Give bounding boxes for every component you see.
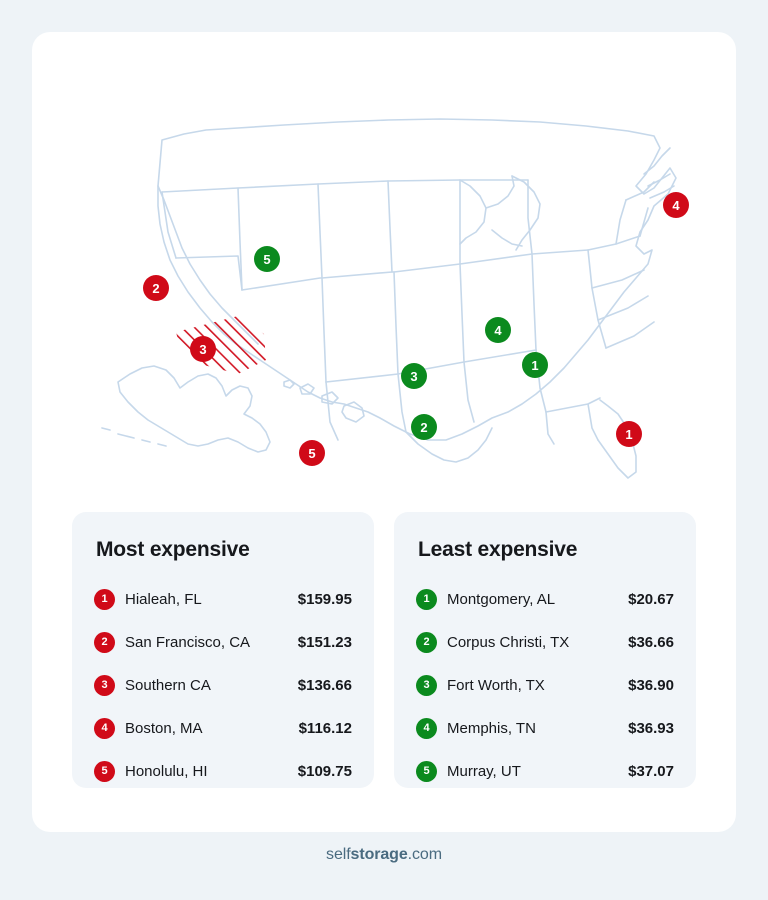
city-label: Fort Worth, TX — [447, 677, 545, 694]
map-container: 1 2 3 4 5 1 2 3 4 5 — [32, 32, 736, 492]
marker-rank: 2 — [152, 280, 160, 296]
city-label: Southern CA — [125, 677, 211, 694]
price-value: $36.93 — [628, 720, 674, 737]
hawaii-outline — [283, 379, 365, 423]
marker-rank: 5 — [263, 251, 271, 267]
rank-badge: 4 — [94, 718, 115, 739]
marker-murray-ut[interactable]: 5 — [254, 246, 280, 272]
list-item[interactable]: 3 Southern CA $136.66 — [94, 664, 352, 707]
rank-badge: 2 — [94, 632, 115, 653]
marker-corpus-christi-tx[interactable]: 2 — [411, 414, 437, 440]
city-label: Montgomery, AL — [447, 591, 556, 608]
rank-badge: 2 — [416, 632, 437, 653]
rank-badge: 3 — [94, 675, 115, 696]
price-value: $109.75 — [297, 763, 352, 780]
price-value: $36.66 — [628, 634, 674, 651]
marker-fort-worth-tx[interactable]: 3 — [401, 363, 427, 389]
footer-logo[interactable]: selfstorage.com — [0, 846, 768, 864]
list-item[interactable]: 2 San Francisco, CA $151.23 — [94, 621, 352, 664]
brand-emphasis: storage — [350, 846, 408, 863]
alaska-outline — [101, 365, 271, 453]
marker-memphis-tn[interactable]: 4 — [485, 317, 511, 343]
list-item[interactable]: 4 Memphis, TN $36.93 — [416, 707, 674, 750]
rank-badge: 5 — [416, 761, 437, 782]
price-panels: Most expensive 1 Hialeah, FL $159.95 2 S… — [72, 512, 696, 788]
price-value: $159.95 — [297, 591, 352, 608]
marker-rank: 3 — [199, 341, 207, 357]
panel-most-expensive: Most expensive 1 Hialeah, FL $159.95 2 S… — [72, 512, 374, 788]
brand-tld: .com — [407, 846, 442, 863]
list-item[interactable]: 5 Murray, UT $37.07 — [416, 750, 674, 793]
price-value: $151.23 — [297, 634, 352, 651]
rank-badge: 3 — [416, 675, 437, 696]
list-item[interactable]: 4 Boston, MA $116.12 — [94, 707, 352, 750]
price-value: $136.66 — [297, 677, 352, 694]
price-value: $116.12 — [298, 720, 352, 737]
marker-rank: 3 — [410, 368, 418, 384]
city-label: San Francisco, CA — [125, 634, 251, 651]
list-item[interactable]: 1 Montgomery, AL $20.67 — [416, 578, 674, 621]
city-label: Corpus Christi, TX — [447, 634, 570, 651]
panel-title-least: Least expensive — [418, 538, 578, 561]
city-label: Honolulu, HI — [125, 763, 208, 780]
marker-southern-ca[interactable]: 3 — [190, 336, 216, 362]
marker-montgomery-al[interactable]: 1 — [522, 352, 548, 378]
panel-title-most: Most expensive — [96, 538, 250, 561]
marker-rank: 4 — [494, 322, 502, 338]
marker-rank: 1 — [625, 426, 633, 442]
city-label: Murray, UT — [447, 763, 521, 780]
rank-badge: 5 — [94, 761, 115, 782]
marker-rank: 2 — [420, 419, 428, 435]
city-label: Memphis, TN — [447, 720, 536, 737]
brand-prefix: self — [326, 846, 351, 863]
city-label: Hialeah, FL — [125, 591, 202, 608]
price-value: $20.67 — [628, 591, 674, 608]
price-value: $36.90 — [628, 677, 674, 694]
list-item[interactable]: 5 Honolulu, HI $109.75 — [94, 750, 352, 793]
marker-hialeah-fl[interactable]: 1 — [616, 421, 642, 447]
rank-badge: 4 — [416, 718, 437, 739]
content-card: 1 2 3 4 5 1 2 3 4 5 Most expensive 1 Hia… — [32, 32, 736, 832]
price-value: $37.07 — [628, 763, 674, 780]
rank-badge: 1 — [94, 589, 115, 610]
rank-badge: 1 — [416, 589, 437, 610]
city-label: Boston, MA — [125, 720, 203, 737]
marker-boston-ma[interactable]: 4 — [663, 192, 689, 218]
list-item[interactable]: 1 Hialeah, FL $159.95 — [94, 578, 352, 621]
list-item[interactable]: 3 Fort Worth, TX $36.90 — [416, 664, 674, 707]
us-map-svg — [101, 118, 677, 479]
marker-rank: 4 — [672, 197, 680, 213]
panel-least-expensive: Least expensive 1 Montgomery, AL $20.67 … — [394, 512, 696, 788]
marker-san-francisco-ca[interactable]: 2 — [143, 275, 169, 301]
marker-rank: 5 — [308, 445, 316, 461]
marker-honolulu-hi[interactable]: 5 — [299, 440, 325, 466]
list-item[interactable]: 2 Corpus Christi, TX $36.66 — [416, 621, 674, 664]
marker-rank: 1 — [531, 357, 539, 373]
